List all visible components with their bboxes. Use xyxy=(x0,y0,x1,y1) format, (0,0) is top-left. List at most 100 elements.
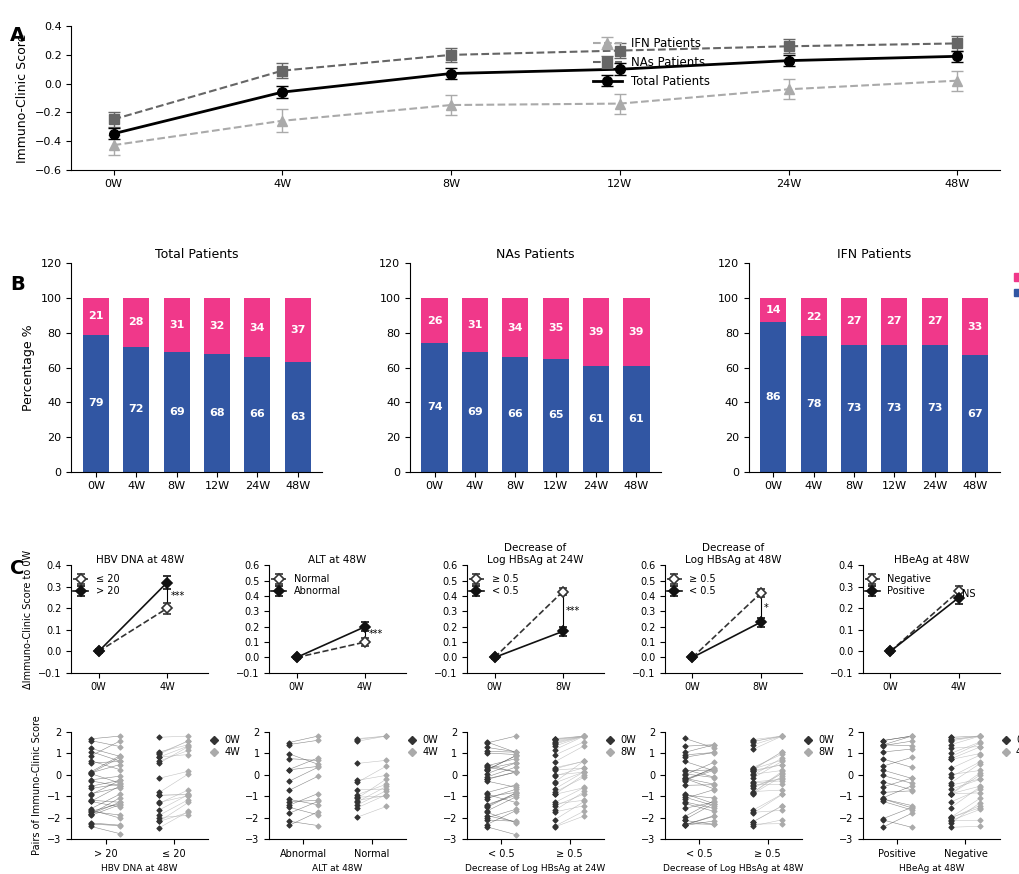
Point xyxy=(903,734,919,748)
Point xyxy=(507,760,524,774)
Point xyxy=(942,787,958,801)
Point xyxy=(478,766,494,780)
Point xyxy=(83,781,99,795)
Point xyxy=(744,767,760,781)
Point xyxy=(676,813,692,827)
Point xyxy=(705,760,721,774)
Point xyxy=(676,772,692,786)
Text: *: * xyxy=(763,603,768,613)
Point xyxy=(310,729,326,743)
Point xyxy=(873,812,890,826)
Text: ***: *** xyxy=(368,629,382,640)
Point xyxy=(507,745,524,759)
Point xyxy=(744,771,760,785)
Point xyxy=(576,735,592,749)
Point xyxy=(507,782,524,796)
Point xyxy=(744,817,760,831)
Point xyxy=(576,785,592,799)
Point xyxy=(773,764,790,778)
Point xyxy=(280,752,297,766)
Point xyxy=(705,782,721,796)
Text: 65: 65 xyxy=(547,410,562,420)
Point xyxy=(903,783,919,797)
Point xyxy=(546,805,562,819)
Point xyxy=(705,762,721,776)
Point xyxy=(151,771,167,785)
Point xyxy=(676,773,692,787)
Point xyxy=(576,729,592,743)
Point xyxy=(705,817,721,831)
Point xyxy=(873,745,890,759)
Point xyxy=(773,773,790,787)
Point xyxy=(112,776,128,790)
Point xyxy=(478,811,494,825)
Text: 73: 73 xyxy=(846,403,861,413)
Point xyxy=(744,803,760,817)
Point xyxy=(942,801,958,815)
Point xyxy=(903,729,919,743)
Point xyxy=(903,750,919,764)
Point xyxy=(676,739,692,753)
Text: 14: 14 xyxy=(764,305,781,316)
Point xyxy=(180,787,197,801)
Point xyxy=(83,732,99,746)
Bar xyxy=(284,363,311,472)
Point xyxy=(546,743,562,757)
Point xyxy=(903,760,919,774)
Point xyxy=(744,785,760,799)
Point xyxy=(705,799,721,813)
Point xyxy=(971,735,987,749)
Point xyxy=(705,746,721,760)
Point xyxy=(744,763,760,777)
Point xyxy=(348,794,365,808)
Point xyxy=(478,772,494,786)
Point xyxy=(83,773,99,787)
Point xyxy=(705,814,721,828)
Point xyxy=(180,729,197,743)
Point xyxy=(773,729,790,743)
Point xyxy=(112,763,128,777)
Point xyxy=(942,816,958,830)
Point xyxy=(773,729,790,743)
Point xyxy=(478,804,494,818)
Point xyxy=(112,780,128,794)
Point xyxy=(378,787,394,801)
Point xyxy=(83,780,99,794)
Point xyxy=(310,753,326,767)
Point xyxy=(576,729,592,743)
Point xyxy=(744,742,760,756)
Point xyxy=(507,748,524,762)
Point xyxy=(507,749,524,763)
Point xyxy=(773,766,790,780)
Point xyxy=(546,739,562,753)
Point xyxy=(773,803,790,817)
Bar xyxy=(582,298,608,365)
Point xyxy=(280,798,297,812)
Point xyxy=(942,787,958,801)
Point xyxy=(744,779,760,793)
Point xyxy=(378,772,394,786)
Point xyxy=(705,738,721,752)
Point xyxy=(112,769,128,783)
Title: HBeAg at 48W: HBeAg at 48W xyxy=(893,555,968,565)
Point xyxy=(478,786,494,800)
Point xyxy=(705,791,721,805)
Point xyxy=(507,815,524,829)
Point xyxy=(151,786,167,800)
Point xyxy=(151,745,167,759)
Point xyxy=(546,733,562,747)
Text: 74: 74 xyxy=(426,402,442,413)
Point xyxy=(873,780,890,794)
Point xyxy=(83,733,99,747)
Point xyxy=(705,771,721,785)
Point xyxy=(348,810,365,824)
Point xyxy=(180,744,197,758)
Point xyxy=(942,753,958,766)
Point xyxy=(942,741,958,755)
Point xyxy=(971,729,987,743)
Point xyxy=(773,751,790,765)
Point xyxy=(378,789,394,803)
Point xyxy=(546,799,562,813)
Point xyxy=(546,760,562,774)
Point xyxy=(576,760,592,774)
